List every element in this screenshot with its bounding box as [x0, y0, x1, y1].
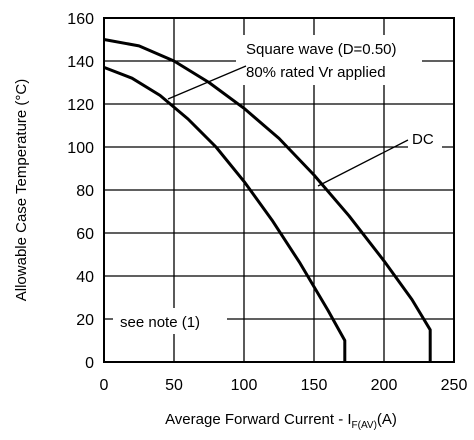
annotation-dc-bg — [408, 126, 442, 150]
annotation-dc-leader — [317, 139, 409, 187]
y-tick-label: 40 — [76, 269, 94, 286]
annotation-note-bg — [113, 308, 227, 334]
series-group — [103, 38, 432, 362]
series-dc-curve — [103, 38, 432, 362]
annotation-square-wave-leader — [167, 65, 247, 100]
y-tick-label: 160 — [67, 11, 94, 28]
x-tick-label: 100 — [231, 377, 258, 394]
x-tick-label: 50 — [165, 377, 183, 394]
x-axis-label-sub: F(AV) — [352, 420, 377, 431]
y-tick-label: 60 — [76, 226, 94, 243]
x-axis-label-main: Average Forward Current - I — [165, 411, 351, 428]
x-tick-label: 0 — [100, 377, 109, 394]
y-tick-label: 100 — [67, 140, 94, 157]
x-tick-labels: 0 50 100 150 200 250 — [100, 377, 468, 394]
y-axis-label: Allowable Case Temperature (°C) — [13, 79, 30, 301]
x-tick-label: 250 — [441, 377, 468, 394]
plot-frame — [103, 17, 455, 363]
annotation-square-wave-line2: 80% rated Vr applied — [246, 64, 386, 81]
annotation-square-wave-line1: Square wave (D=0.50) — [246, 41, 397, 58]
annotation-square-wave-bg — [236, 35, 422, 85]
y-tick-label: 120 — [67, 97, 94, 114]
annotations: Square wave (D=0.50) 80% rated Vr applied… — [113, 35, 442, 334]
x-tick-label: 200 — [371, 377, 398, 394]
y-tick-label: 20 — [76, 312, 94, 329]
y-tick-labels: 0 20 40 60 80 100 120 140 160 — [67, 11, 94, 372]
y-tick-label: 80 — [76, 183, 94, 200]
series-square-wave-curve — [103, 66, 347, 362]
y-tick-label: 140 — [67, 54, 94, 71]
annotation-note: see note (1) — [120, 314, 200, 331]
x-axis-label-unit: (A) — [377, 411, 397, 428]
y-tick-label: 0 — [85, 355, 94, 372]
x-axis-label: Average Forward Current - IF(AV)(A) — [165, 411, 397, 431]
annotation-dc: DC — [412, 131, 434, 148]
x-tick-label: 150 — [301, 377, 328, 394]
